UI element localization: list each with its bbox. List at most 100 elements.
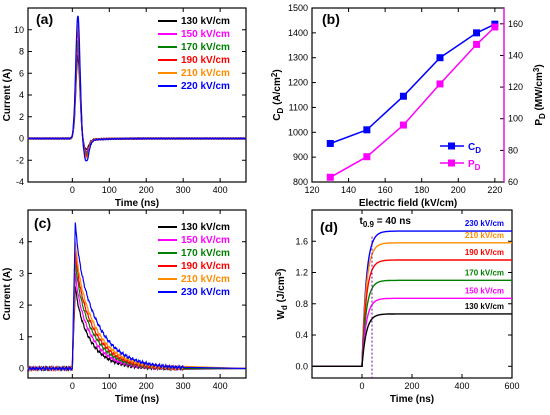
x-tick-label: 400 — [454, 381, 469, 391]
series-label: 170 kV/cm — [465, 268, 504, 277]
legend-label: 150 kV/cm — [181, 235, 230, 246]
y-tick-label: -2 — [16, 155, 24, 165]
legend-label: 190 kV/cm — [181, 55, 230, 66]
y-tick-label: 1100 — [289, 102, 308, 112]
series-line — [27, 15, 247, 162]
legend-label: 130 kV/cm — [181, 222, 230, 233]
panel-label: (d) — [320, 219, 338, 235]
x-tick-label: 300 — [176, 185, 191, 195]
x-axis-label: Time (ns) — [115, 198, 159, 209]
data-point — [326, 173, 334, 181]
y-tick-label: 1000 — [288, 127, 308, 137]
panel-d: 0 200 400 600 0.0 0.4 0.8 1.2 1.6 (d) Time (ns) Wd … — [274, 209, 520, 405]
x-tick-label: 400 — [213, 381, 228, 391]
x-tick-label: 220 — [487, 185, 502, 195]
series-line — [329, 26, 496, 178]
x-tick-label: 200 — [404, 381, 419, 391]
x-tick-label: 120 — [304, 185, 319, 195]
x-tick-label: 300 — [176, 381, 191, 391]
x-tick-label: 140 — [341, 185, 356, 195]
x-tick-label: 160 — [378, 185, 393, 195]
x-tick-label: 400 — [213, 185, 228, 195]
y-tick-label: 1.2 — [295, 268, 308, 278]
y-tick-label: 0 — [19, 363, 24, 373]
series-label: 210 kV/cm — [465, 231, 504, 240]
x-tick-label: 200 — [139, 381, 154, 391]
y-right-tick-label: 160 — [508, 19, 523, 29]
legend-label: CD — [468, 142, 481, 155]
x-tick-label: 100 — [102, 381, 117, 391]
series-line — [330, 23, 496, 145]
legend-marker — [448, 159, 455, 167]
y-right-axis-label: PD (MW/cm3) — [532, 64, 547, 125]
legend-marker — [448, 142, 455, 150]
y-tick-label: -4 — [16, 177, 24, 187]
y-tick-label: 6 — [19, 68, 24, 78]
y-tick-label: 0 — [19, 134, 24, 144]
data-point — [326, 139, 334, 147]
y-tick-label: 10 — [14, 25, 24, 35]
legend-label: PD — [468, 159, 481, 172]
y-axis-label: CD (A/cm2) — [270, 69, 285, 120]
legend-label: 190 kV/cm — [181, 261, 230, 272]
y-right-tick-label: 60 — [508, 177, 518, 187]
series-line — [27, 222, 247, 372]
y-tick-label: 8 — [19, 47, 24, 57]
panel-label: (b) — [322, 11, 340, 27]
x-axis-label: Electric field (kV/cm) — [359, 198, 457, 209]
y-tick-label: 4 — [19, 237, 24, 247]
plot-frame — [27, 209, 247, 379]
y-tick-label: 1500 — [288, 3, 308, 13]
y-tick-label: 2 — [19, 300, 24, 310]
y-axis-label: Current (A) — [2, 69, 13, 122]
legend-label: 210 kV/cm — [181, 274, 230, 285]
y-tick-label: 1300 — [288, 53, 308, 63]
series-line — [27, 286, 247, 372]
series-label: 230 kV/cm — [465, 219, 504, 228]
x-tick-label: 0 — [359, 381, 364, 391]
legend-label: 220 kV/cm — [181, 81, 230, 92]
x-tick-label: 0 — [70, 381, 75, 391]
x-tick-label: 0 — [70, 185, 75, 195]
y-tick-label: 1400 — [288, 28, 308, 38]
series-label: 190 kV/cm — [465, 248, 504, 257]
y-tick-label: 1.6 — [295, 236, 308, 246]
y-tick-label: 900 — [293, 152, 308, 162]
legend-label: 130 kV/cm — [181, 16, 230, 27]
annotation-label: t0.9 = 40 ns — [360, 216, 412, 229]
series-line — [312, 313, 512, 367]
y-tick-label: 0.0 — [295, 361, 308, 371]
data-point — [473, 40, 481, 48]
panel-label: (a) — [36, 11, 53, 27]
y-right-tick-label: 120 — [508, 82, 523, 92]
data-point — [399, 92, 407, 100]
x-tick-label: 180 — [414, 185, 429, 195]
panel-c: 0 100 200 300 400 0 1 2 3 4 (c) Time (ns) Current (A… — [2, 209, 247, 405]
data-point — [363, 126, 371, 134]
x-axis-label: Time (ns) — [115, 394, 159, 405]
y-axis-label: Current (A) — [2, 268, 13, 321]
legend-label: 210 kV/cm — [181, 68, 230, 79]
y-tick-label: 0.4 — [295, 330, 308, 340]
y-tick-label: 800 — [293, 177, 308, 187]
legend-label: 170 kV/cm — [181, 42, 230, 53]
y-axis-label: Wd (J/cm3) — [274, 268, 289, 319]
legend-label: 170 kV/cm — [181, 248, 230, 259]
y-tick-label: 1200 — [288, 78, 308, 88]
y-right-tick-label: 100 — [508, 114, 523, 124]
y-tick-label: 0.8 — [295, 299, 308, 309]
y-right-tick-label: 140 — [508, 50, 523, 60]
panel-label: (c) — [34, 215, 51, 231]
y-tick-label: 2 — [19, 112, 24, 122]
x-tick-label: 100 — [102, 185, 117, 195]
data-point — [399, 121, 407, 129]
legend-label: 230 kV/cm — [181, 287, 230, 298]
legend-label: 150 kV/cm — [181, 29, 230, 40]
data-point — [436, 80, 444, 88]
y-tick-label: 3 — [19, 268, 24, 278]
x-tick-label: 200 — [139, 185, 154, 195]
panel-b: 120 140 160 180 200 220 800 900 1000 1100 1200 1300… — [270, 3, 547, 209]
x-tick-label: 200 — [451, 185, 466, 195]
panel-a: 0 100 200 300 400 -4 -2 0 2 4 6 8 10 (a) Time (ns) Curr… — [2, 7, 247, 209]
